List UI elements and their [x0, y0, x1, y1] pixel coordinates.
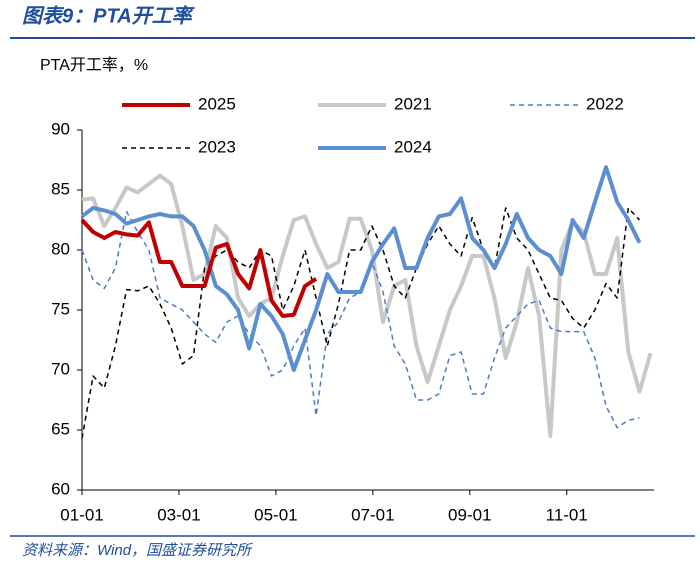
y-tick-label: 75	[51, 299, 70, 318]
legend-label: 2022	[586, 94, 624, 113]
x-tick-label: 01-01	[60, 505, 103, 524]
x-tick-label: 09-01	[448, 505, 491, 524]
y-tick-label: 80	[51, 239, 70, 258]
legend-label: 2025	[198, 94, 236, 113]
series-line	[80, 165, 642, 372]
x-tick-label: 07-01	[351, 505, 394, 524]
x-tick-label: 05-01	[254, 505, 297, 524]
y-tick-label: 90	[51, 119, 70, 138]
header-title: 图表9：PTA开工率	[22, 4, 196, 27]
source-note: 资料来源：Wind，国盛证券研究所	[22, 542, 253, 559]
y-tick-label: 70	[51, 359, 70, 378]
legend-label: 2024	[394, 137, 432, 156]
series-line	[80, 218, 318, 318]
series-line	[81, 207, 641, 439]
legend-label: 2023	[198, 137, 236, 156]
series-line	[81, 173, 653, 438]
legend-label: 2021	[394, 94, 432, 113]
y-tick-label: 85	[51, 179, 70, 198]
x-tick-label: 11-01	[546, 505, 588, 524]
y-tick-label: 65	[51, 419, 70, 438]
y-tick-label: 60	[51, 479, 70, 498]
x-tick-label: 03-01	[157, 505, 200, 524]
y-axis-label: PTA开工率，%	[40, 56, 148, 74]
